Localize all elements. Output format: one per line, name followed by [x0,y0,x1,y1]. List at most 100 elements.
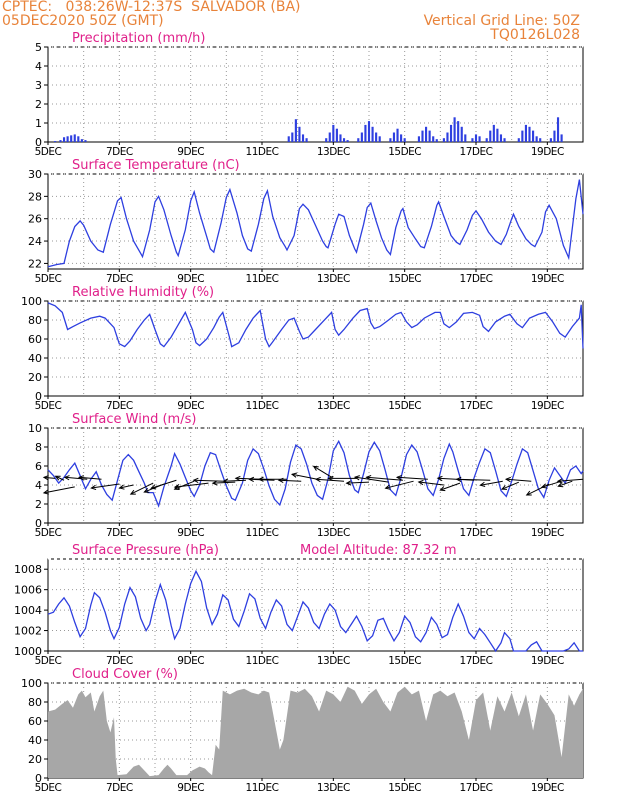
precip-bar [294,119,297,142]
x-tick-label: 17DEC [460,273,493,285]
y-tick-label: 8 [35,441,42,454]
x-tick-label: 15DEC [388,655,421,667]
x-tick-label: 7DEC [106,782,133,794]
wind-arrow-shaft [79,476,102,480]
x-tick-label: 13DEC [317,146,350,158]
header-station: CPTEC: 038:26W-12:37S SALVADOR (BA) [2,0,301,15]
panel-note: Model Altitude: 87.32 m [300,543,457,558]
y-tick-label: 4 [35,60,42,73]
wind-arrow [312,465,334,479]
wind-arrow-head [557,482,564,488]
precip-bar [442,138,445,142]
y-tick-label: 60 [28,715,42,728]
precip-bar [378,136,381,142]
y-tick-label: 20 [28,753,42,766]
wind-arrow-head [54,475,61,481]
y-tick-label: 26 [28,213,42,226]
precip-bar [367,121,371,142]
y-tick-label: 0 [35,136,42,149]
precip-bar [553,130,556,142]
wind-arrow-shaft [223,479,246,482]
plot-frame [47,46,584,143]
wind-arrow-head [277,477,284,484]
x-tick-label: 9DEC [177,146,204,158]
x-tick-label: 7DEC [106,273,133,285]
wind-arrow [173,482,209,490]
y-tick-label: 1002 [14,625,42,638]
x-tick-label: 5DEC [35,146,62,158]
wind-arrow-head [500,485,508,490]
x-tick-label: 9DEC [177,527,204,539]
wind-arrow-head [90,484,97,491]
x-tick-label: 13DEC [317,400,350,412]
wind-arrow [556,478,584,484]
precip-bar [432,136,435,142]
header-grid-note: Vertical Grid Line: 50Z [423,13,580,29]
wind-arrow-shaft [480,480,503,486]
wind-arrow-head [525,490,532,496]
x-tick-label: 13DEC [317,273,350,285]
wind-arrow-shaft [501,481,519,490]
wind-arrow-head [192,477,199,483]
x-tick-label: 7DEC [106,400,133,412]
x-tick-label: 5DEC [35,527,62,539]
wind-arrow [129,482,154,495]
wind-arrow [257,476,287,482]
wind-arrow [90,483,120,491]
precip-bar [346,140,349,142]
precip-bar [524,124,528,142]
plot-frame [47,173,584,270]
wind-arrow-shaft [315,478,345,482]
header-model-id: TQ0126L028 [490,27,580,43]
panel-wind: 0 2 4 6 8 10 5DEC 7DEC 9DEC 11DEC 13DEC 15DEC 17DEC 1… [28,412,584,539]
wind-arrow-shaft [119,484,134,489]
plot-frame [47,427,584,524]
wind-arrow-shaft [43,486,75,494]
precip-bar [298,126,301,142]
wind-arrow-head [327,475,334,481]
y-tick-label: 0 [35,772,42,785]
wind-arrow [479,480,503,488]
precip-bar [54,141,57,142]
precip-bar [342,138,346,142]
precip-bar [73,134,76,142]
wind-arrow-shaft [354,476,389,483]
precip-bar [503,138,506,142]
wind-arrow [557,480,573,488]
wind-arrow [500,481,519,490]
precip-bar [549,138,552,142]
x-tick-label: 19DEC [531,782,564,794]
x-tick-label: 17DEC [460,400,493,412]
x-tick-label: 19DEC [531,655,564,667]
wind-arrow [192,477,225,483]
wind-arrow-head [143,488,150,493]
precip-bar [332,124,335,142]
wind-arrow-head [42,475,49,481]
wind-arrow-head [314,476,321,483]
wind-arrow-shaft [174,482,209,488]
y-tick-label: 1006 [14,584,42,597]
precip-bar [492,124,495,142]
x-tick-label: 5DEC [35,400,62,412]
wind-arrow [42,486,75,495]
precip-bar [528,126,531,142]
precip-bar [84,140,87,142]
wind-arrow-shaft [151,479,177,489]
wind-arrow-head [540,483,548,489]
panel-title: Surface Wind (m/s) [72,412,196,427]
y-tick-label: 28 [28,190,42,203]
wind-arrow-shaft [418,481,444,486]
y-tick-label: 4 [35,479,42,492]
y-tick-label: 80 [28,314,42,327]
precip-bar [287,136,290,142]
precip-bar [471,138,474,142]
precip-bar [375,132,378,142]
precip-bar [446,132,449,142]
precip-bar [59,140,62,142]
y-tick-label: 6 [35,460,42,473]
precip-bar [392,132,396,142]
wind-arrow-shaft [385,480,414,489]
wind-arrow [211,480,236,486]
temp-line [47,179,584,268]
y-tick-label: 40 [28,352,42,365]
